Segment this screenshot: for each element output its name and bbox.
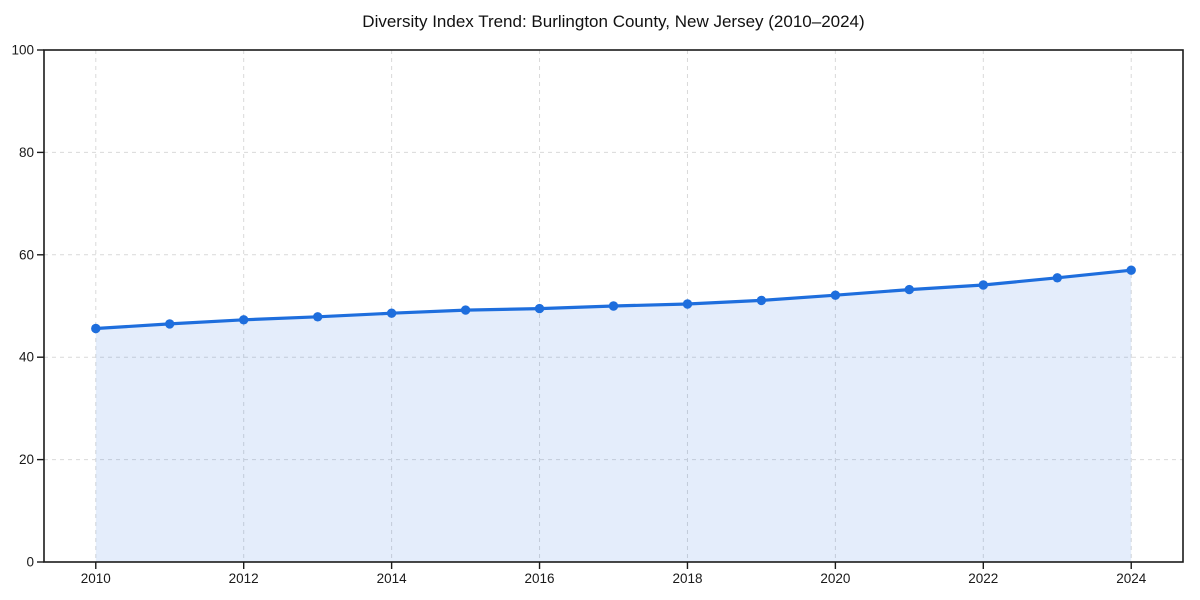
data-point-2019	[756, 295, 767, 306]
y-tick-label: 80	[19, 145, 34, 160]
data-point-2022	[978, 280, 988, 290]
x-tick-label: 2020	[820, 571, 850, 586]
y-tick-label: 100	[11, 43, 34, 58]
y-tick-label: 0	[26, 555, 34, 570]
data-point-2024	[1126, 265, 1136, 275]
x-tick-label: 2010	[81, 571, 111, 586]
x-tick-label: 2016	[525, 571, 555, 586]
data-point-2011	[165, 319, 175, 329]
x-tick-label: 2024	[1116, 571, 1147, 586]
x-tick-label: 2018	[672, 571, 702, 586]
data-point-2018	[682, 299, 693, 309]
y-tick-label: 40	[19, 350, 34, 365]
x-tick-label: 2022	[968, 571, 998, 586]
plot-border	[43, 49, 1184, 563]
x-tick-label: 2012	[229, 571, 259, 586]
data-point-2020	[830, 290, 841, 300]
data-point-2010	[91, 323, 101, 334]
data-point-2013	[313, 312, 323, 322]
area-fill	[95, 270, 1132, 562]
data-point-2015	[460, 305, 471, 315]
chart-title: Diversity Index Trend: Burlington County…	[362, 12, 865, 31]
data-point-2023	[1052, 273, 1063, 283]
data-point-2021	[904, 284, 914, 295]
data-point-2017	[608, 301, 619, 311]
data-point-2014	[386, 308, 397, 318]
x-tick-label: 2014	[377, 571, 408, 586]
y-tick-label: 20	[19, 452, 34, 467]
data-point-2012	[239, 315, 249, 325]
y-tick-label: 60	[19, 247, 34, 262]
data-point-2016	[534, 303, 545, 314]
